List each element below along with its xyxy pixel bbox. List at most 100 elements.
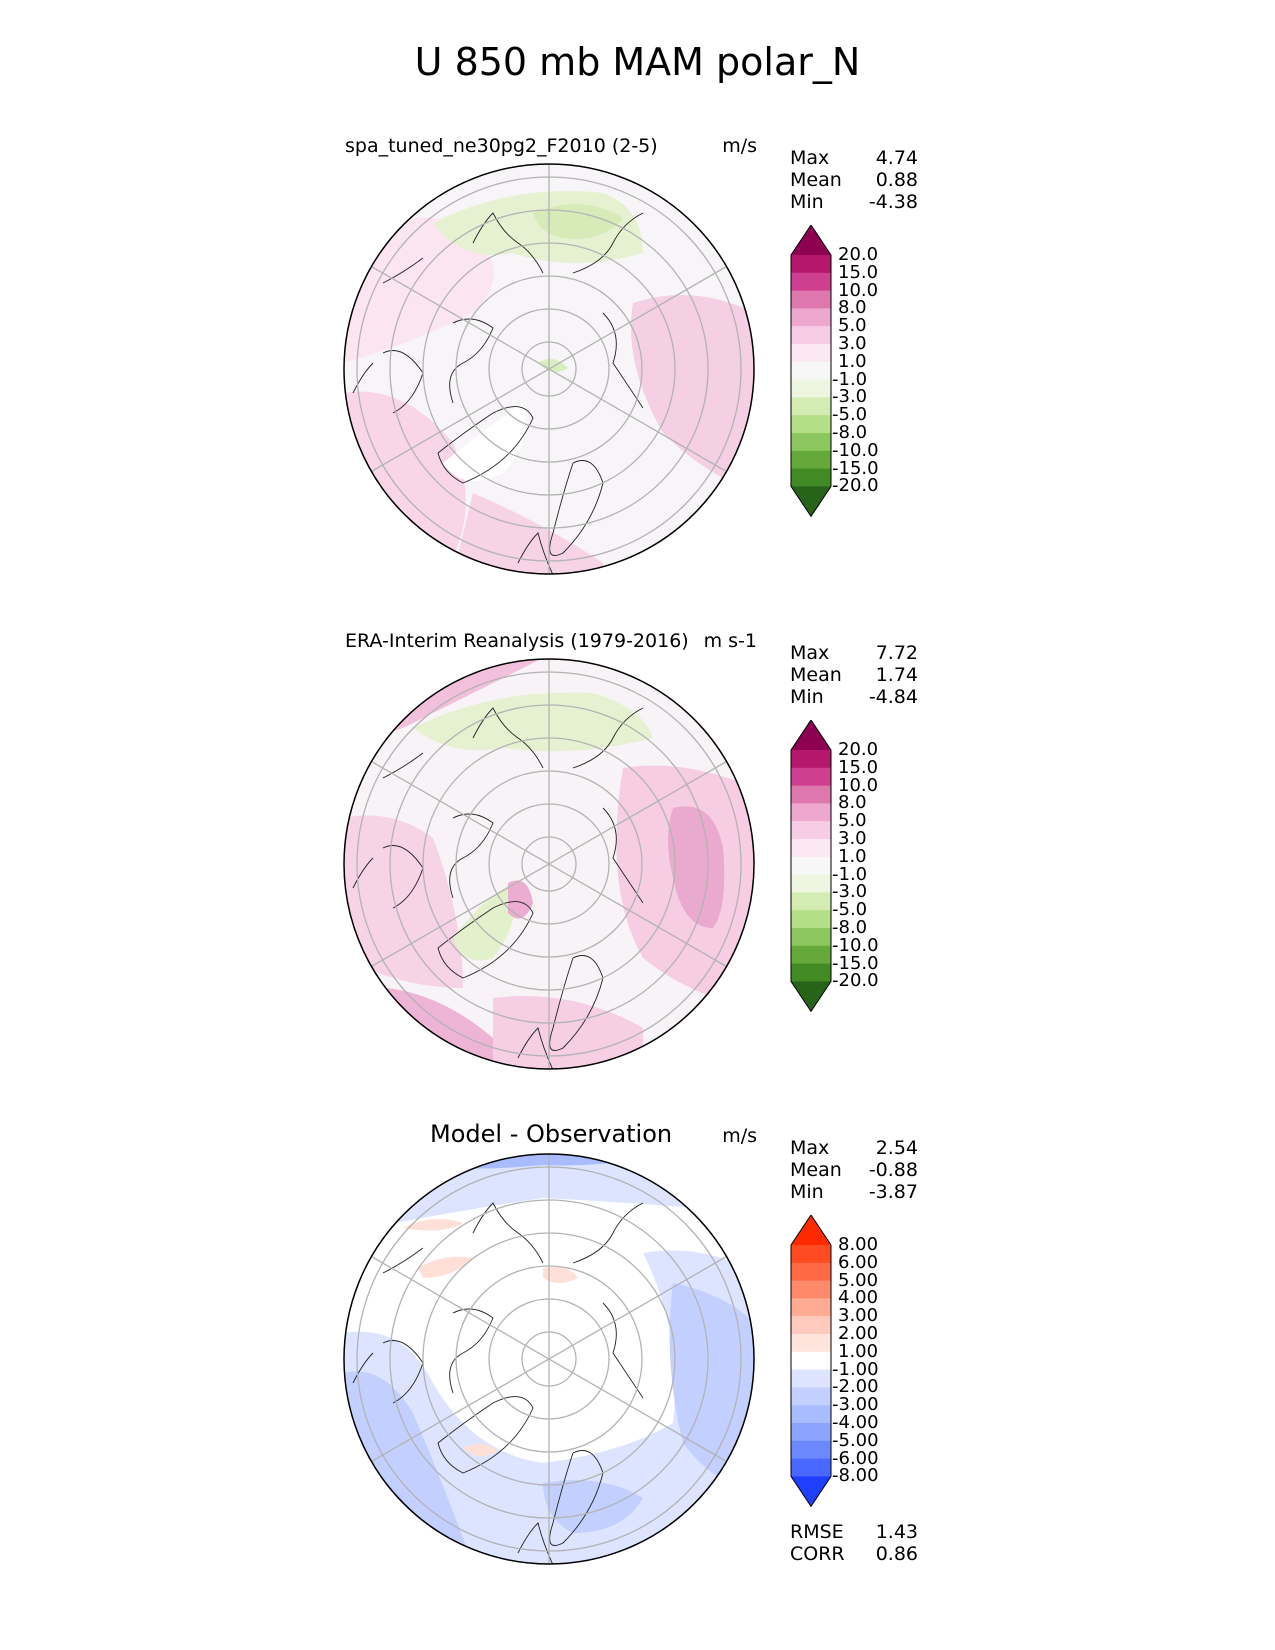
colorbar: 20.0 15.0 10.0 8.0 5.0 3.0 1.0 -1.0 -3.0 -5.0 -8.0…	[788, 719, 879, 1024]
colorbar-tick-label: -3.0	[832, 386, 868, 408]
colorbar-swatch	[791, 928, 831, 947]
stat-value: 2.54	[875, 1137, 918, 1159]
graticule	[356, 164, 742, 574]
colorbar-swatch	[791, 415, 831, 434]
stat-value: 1.43	[875, 1521, 918, 1543]
colorbar: 8.00 6.00 5.00 4.00 3.00 2.00 1.00 -1.00 -2.00 -3…	[788, 1214, 879, 1519]
field-contour	[418, 1256, 473, 1278]
colorbar-extend-min	[791, 486, 831, 517]
stat-label: Mean	[790, 1159, 842, 1181]
error-stats: RMSE 1.43 CORR 0.86	[790, 1521, 918, 1565]
stat-label: Mean	[790, 169, 842, 191]
panel-units: m/s	[722, 1125, 757, 1147]
field-contour	[543, 1480, 643, 1533]
colorbar-tick-label: 3.0	[838, 828, 867, 849]
field-contour	[344, 1250, 754, 1564]
stat-value: -4.84	[868, 686, 918, 708]
colorbar-swatch	[791, 1245, 831, 1264]
stat-label: CORR	[790, 1543, 845, 1565]
colorbar-tick-label: 8.00	[838, 1234, 879, 1255]
colorbar-tick-label: -15.0	[832, 952, 879, 974]
colorbar-swatch	[791, 874, 831, 893]
colorbar-swatch	[791, 1440, 831, 1459]
colorbar-tick-label: -8.0	[832, 917, 868, 938]
colorbar-swatch	[791, 750, 831, 769]
stat-value: 4.74	[875, 147, 918, 169]
stat-value: -0.88	[868, 1159, 918, 1181]
stat-label: Max	[790, 147, 830, 169]
colorbar-tick-label: -4.00	[832, 1412, 879, 1433]
colorbar-tick-label: -3.0	[832, 881, 868, 903]
colorbar-tick-label: 20.0	[838, 244, 879, 265]
colorbar-swatch	[791, 344, 831, 363]
colorbar-swatch	[791, 272, 831, 291]
field-contour	[453, 883, 516, 961]
colorbar-swatch	[791, 468, 831, 487]
stat-label: Min	[790, 191, 824, 213]
stat-value: -4.38	[868, 191, 918, 213]
panel-title: spa_tuned_ne30pg2_F2010 (2-5)	[345, 135, 658, 157]
map-boundary	[343, 658, 755, 1070]
colorbar-outline	[790, 224, 832, 518]
polar-map	[343, 163, 755, 575]
colorbar-extend-max	[791, 1215, 831, 1245]
colorbar-tick-label: 1.0	[838, 350, 867, 372]
field-contour	[631, 295, 754, 493]
colorbar-extend-min	[791, 981, 831, 1012]
colorbar-tick-label: 2.00	[838, 1323, 879, 1344]
colorbar-swatch	[791, 1334, 831, 1353]
colorbar-swatch	[791, 433, 831, 452]
colorbar-tick-label: 15.0	[838, 261, 879, 283]
colorbar-tick-label: -5.00	[832, 1429, 879, 1451]
colorbar-tick-label: 3.0	[838, 333, 867, 354]
colorbar-tick-label: -8.00	[832, 1465, 879, 1487]
colorbar-tick-label: -1.0	[832, 863, 868, 885]
colorbar-tick-label: -1.00	[832, 1358, 879, 1380]
colorbar-swatch	[791, 1423, 831, 1442]
colorbar-swatch	[791, 308, 831, 327]
colorbar: 20.0 15.0 10.0 8.0 5.0 3.0 1.0 -1.0 -3.0 -5.0 -8.0…	[788, 224, 879, 529]
stat-label: Mean	[790, 664, 842, 686]
map-boundary	[343, 1153, 755, 1565]
colorbar-swatch	[791, 839, 831, 858]
colorbar-tick-label: 5.0	[838, 315, 867, 337]
colorbar-tick-label: 15.0	[838, 756, 879, 778]
colorbar-swatch	[791, 326, 831, 345]
colorbar-tick-label: -20.0	[832, 475, 879, 497]
colorbar-swatch	[791, 1280, 831, 1299]
colorbar-tick-label: -5.0	[832, 404, 868, 426]
field-contour	[413, 692, 653, 752]
field-contour	[533, 204, 623, 239]
colorbar-swatch	[791, 892, 831, 911]
colorbar-tick-label: -8.0	[832, 422, 868, 443]
colorbar-tick-label: -10.0	[832, 934, 879, 956]
colorbar-swatches	[790, 719, 832, 1013]
colorbar-swatch	[791, 803, 831, 822]
colorbar-tick-label: -20.0	[832, 970, 879, 992]
field-contour	[508, 880, 533, 919]
panel-title: ERA-Interim Reanalysis (1979-2016)	[345, 630, 689, 652]
colorbar-swatch	[791, 1316, 831, 1335]
stat-label: Max	[790, 642, 830, 664]
graticule	[356, 659, 742, 1069]
colorbar-tick-label: 1.00	[838, 1340, 879, 1362]
map-boundary	[343, 163, 755, 575]
colorbar-swatch	[791, 856, 831, 875]
colorbar-tick-label: -5.0	[832, 899, 868, 921]
colorbar-swatch	[791, 1405, 831, 1424]
stat-value: 0.88	[875, 169, 918, 191]
colorbar-tick-label: 8.0	[838, 297, 867, 319]
colorbar-swatch	[791, 361, 831, 380]
field-contour	[453, 493, 603, 574]
colorbar-tick-label: -10.0	[832, 439, 879, 461]
colorbar-tick-label: -2.00	[832, 1376, 879, 1398]
colorbar-outline	[790, 1214, 832, 1508]
colorbar-tick-label: 1.0	[838, 845, 867, 867]
field-contour	[493, 996, 643, 1069]
colorbar-extend-min	[791, 1476, 831, 1507]
field-contour	[543, 1266, 578, 1283]
stat-value: 0.86	[875, 1543, 918, 1565]
colorbar-swatch	[791, 1369, 831, 1388]
colorbar-tick-label: 10.0	[838, 774, 879, 796]
panel-observation: ERA-Interim Reanalysis (1979-2016) m s-1…	[0, 620, 1275, 1100]
